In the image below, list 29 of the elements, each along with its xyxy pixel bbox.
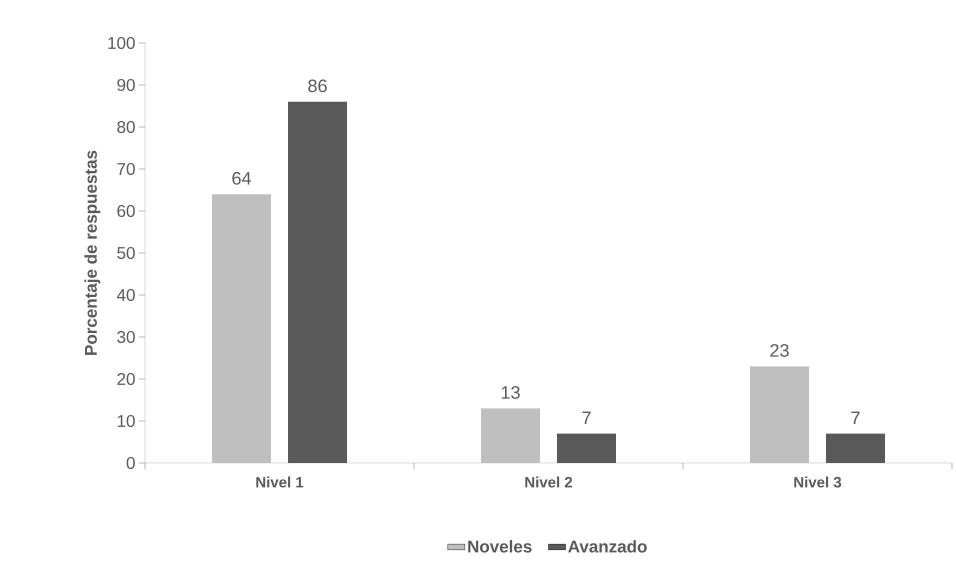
y-tick-label: 50: [117, 246, 135, 260]
bar: [750, 366, 809, 463]
x-tick-label: Nivel 2: [525, 476, 572, 488]
legend-label: Noveles: [468, 540, 532, 553]
y-tick-label: 100: [108, 36, 135, 50]
bar: [557, 434, 616, 463]
bar: [288, 102, 348, 463]
y-axis-title: Porcentaje de respuestas: [84, 150, 100, 355]
data-label: 7: [582, 412, 591, 424]
legend-label: Avanzado: [568, 540, 647, 553]
data-label: 7: [851, 412, 860, 424]
data-label: 23: [770, 344, 789, 357]
bar: [826, 434, 885, 463]
y-tick-label: 40: [116, 288, 135, 302]
data-label: 64: [232, 172, 251, 185]
y-tick-label: 80: [117, 120, 135, 134]
data-label: 13: [502, 386, 520, 399]
bar: [481, 408, 540, 463]
y-tick-label: 70: [117, 162, 135, 176]
bar: [212, 194, 272, 463]
x-tick-label: Nivel 1: [256, 476, 304, 488]
y-tick-label: 60: [117, 204, 135, 218]
data-label: 86: [308, 80, 327, 92]
y-tick-label: 0: [126, 456, 135, 470]
y-tick-label: 20: [117, 372, 135, 386]
x-tick-label: Nivel 3: [794, 476, 842, 488]
y-tick-label: 10: [118, 414, 135, 428]
y-tick-label: 30: [117, 330, 135, 344]
y-tick-label: 90: [117, 78, 135, 92]
